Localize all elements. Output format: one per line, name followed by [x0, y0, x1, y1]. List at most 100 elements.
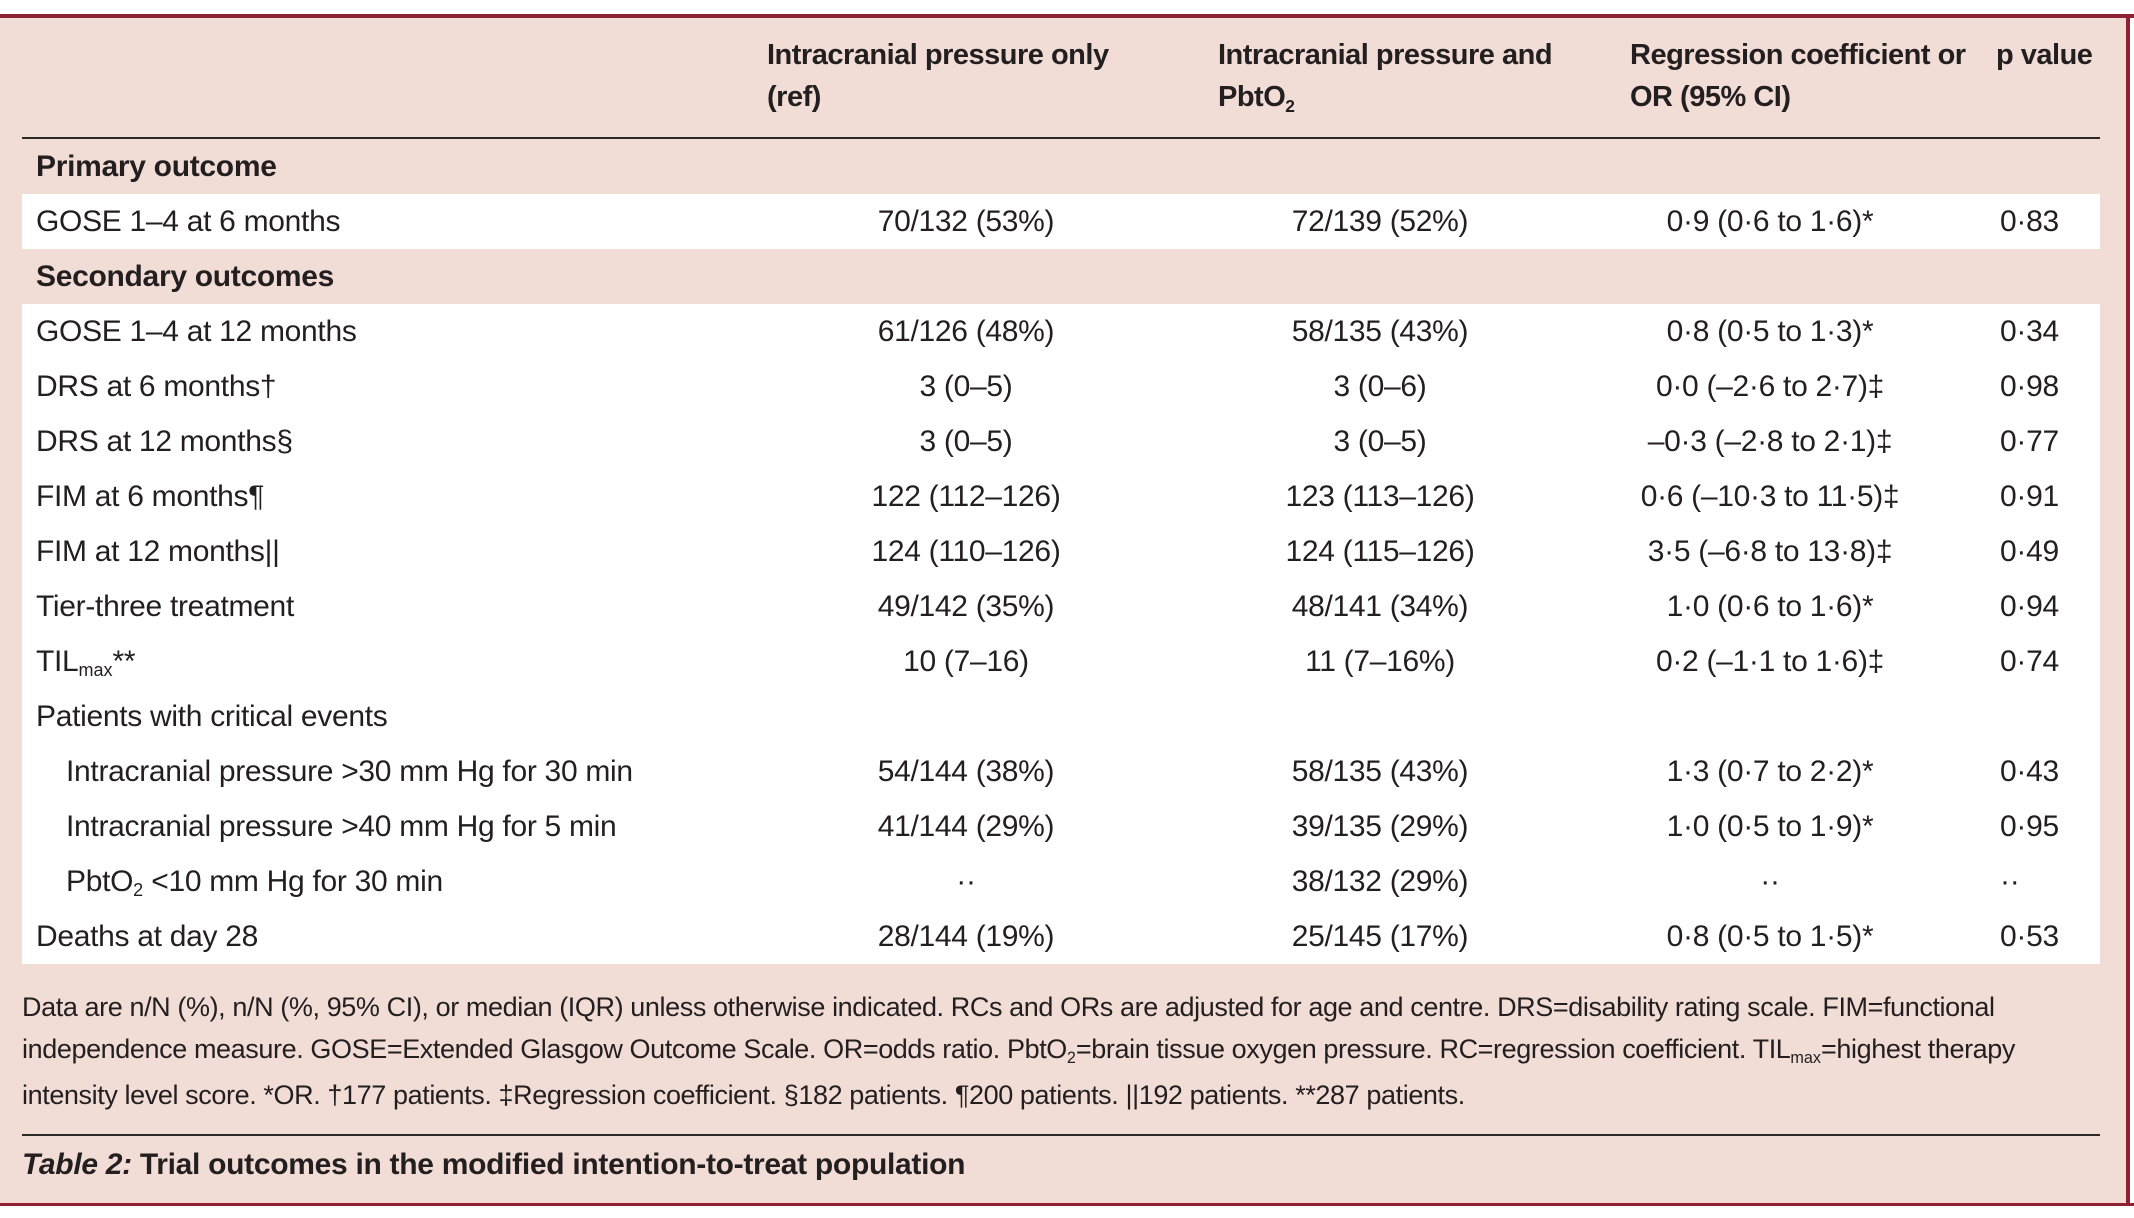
- footnote-line-2: independence measure. GOSE=Extended Glas…: [22, 1034, 2016, 1068]
- header-icp-pbto2-line2: PbtO2: [1218, 81, 1295, 116]
- cell-p-value: 0·91: [2000, 479, 2059, 513]
- cell-coefficient: 1·0 (0·5 to 1·9)*: [1666, 809, 1874, 843]
- subscript-max: max: [78, 660, 113, 681]
- table-row: DRS at 12 months§ 3 (0–5) 3 (0–5) –0·3 (…: [22, 414, 2100, 469]
- row-label: FIM at 12 months||: [36, 534, 280, 568]
- row-label: GOSE 1–4 at 12 months: [36, 314, 357, 348]
- header-coefficient-line1: Regression coefficient or: [1630, 39, 1966, 71]
- section-label: Primary outcome: [36, 149, 277, 183]
- cell-icp-pbto2: 11 (7–16%): [1305, 644, 1455, 678]
- cell-p-value: 0·53: [2000, 919, 2059, 953]
- cell-coefficient: 1·3 (0·7 to 2·2)*: [1666, 754, 1874, 788]
- cell-p-value: 0·94: [2000, 589, 2059, 623]
- cell-p-value: 0·98: [2000, 369, 2059, 403]
- cell-icp-pbto2: 38/132 (29%): [1291, 864, 1469, 898]
- subheader-label: Patients with critical events: [36, 699, 388, 733]
- cell-icp-pbto2: 123 (113–126): [1285, 479, 1475, 513]
- cell-icp-only: 3 (0–5): [919, 424, 1013, 458]
- header-divider-rule: [22, 137, 2100, 139]
- cell-icp-only: 124 (110–126): [871, 534, 1061, 568]
- cell-coefficient: 0·0 (–2·6 to 2·7)‡: [1655, 369, 1885, 403]
- table-row: FIM at 6 months¶ 122 (112–126) 123 (113–…: [22, 469, 2100, 524]
- table-row: PbtO2 <10 mm Hg for 30 min ·· 38/132 (29…: [22, 854, 2100, 909]
- cell-p-value: 0·43: [2000, 754, 2059, 788]
- table-caption: Table 2: Trial outcomes in the modified …: [22, 1148, 2100, 1182]
- header-icp-only-line2: (ref): [767, 81, 821, 113]
- row-label: DRS at 12 months§: [36, 424, 293, 458]
- cell-icp-only: ··: [956, 864, 976, 898]
- subscript-2: 2: [1066, 1049, 1076, 1068]
- table-row: GOSE 1–4 at 12 months 61/126 (48%) 58/13…: [22, 304, 2100, 359]
- row-label: TILmax**: [36, 644, 136, 681]
- cell-icp-only: 28/144 (19%): [877, 919, 1055, 953]
- row-label: DRS at 6 months†: [36, 369, 277, 403]
- cell-icp-pbto2: 72/139 (52%): [1291, 204, 1469, 238]
- row-label: GOSE 1–4 at 6 months: [36, 204, 341, 238]
- row-label: Tier-three treatment: [36, 589, 294, 623]
- cell-icp-only: 41/144 (29%): [877, 809, 1055, 843]
- cell-coefficient: 3·5 (–6·8 to 13·8)‡: [1647, 534, 1893, 568]
- cell-icp-pbto2: 58/135 (43%): [1291, 754, 1469, 788]
- row-label: Intracranial pressure >30 mm Hg for 30 m…: [66, 754, 633, 788]
- row-label: FIM at 6 months¶: [36, 479, 265, 513]
- cell-icp-only: 54/144 (38%): [877, 754, 1055, 788]
- caption-title: Trial outcomes in the modified intention…: [131, 1148, 966, 1181]
- footnote-line-1: Data are n/N (%), n/N (%, 95% CI), or me…: [22, 992, 1995, 1022]
- header-icp-only: Intracranial pressure only (ref): [762, 34, 1170, 121]
- cell-p-value: ··: [2000, 864, 2020, 898]
- table-row: TILmax** 10 (7–16) 11 (7–16%) 0·2 (–1·1 …: [22, 634, 2100, 689]
- cell-icp-pbto2: 39/135 (29%): [1291, 809, 1469, 843]
- cell-p-value: 0·77: [2000, 424, 2059, 458]
- cell-coefficient: 0·2 (–1·1 to 1·6)‡: [1655, 644, 1885, 678]
- table-row: GOSE 1–4 at 6 months 70/132 (53%) 72/139…: [22, 194, 2100, 249]
- cell-p-value: 0·95: [2000, 809, 2059, 843]
- cell-p-value: 0·34: [2000, 314, 2059, 348]
- cell-icp-pbto2: 25/145 (17%): [1291, 919, 1469, 953]
- table-panel: Intracranial pressure only (ref) Intracr…: [0, 18, 2130, 1203]
- cell-coefficient: ··: [1760, 864, 1780, 898]
- header-coefficient-line2: OR (95% CI): [1630, 81, 1791, 113]
- cell-icp-only: 70/132 (53%): [877, 204, 1055, 238]
- header-p-value: p value: [1996, 39, 2093, 71]
- table-row: Intracranial pressure >40 mm Hg for 5 mi…: [22, 799, 2100, 854]
- section-row-primary-outcome: Primary outcome: [22, 139, 2100, 194]
- cell-icp-pbto2: 58/135 (43%): [1291, 314, 1469, 348]
- subscript-2: 2: [133, 880, 144, 901]
- cell-coefficient: 0·6 (–10·3 to 11·5)‡: [1640, 479, 1900, 513]
- table-row: Intracranial pressure >30 mm Hg for 30 m…: [22, 744, 2100, 799]
- cell-p-value: 0·83: [2000, 204, 2059, 238]
- cell-icp-pbto2: 124 (115–126): [1285, 534, 1475, 568]
- cell-coefficient: 0·8 (0·5 to 1·5)*: [1666, 919, 1874, 953]
- footnote-line-3: intensity level score. *OR. †177 patient…: [22, 1080, 1465, 1110]
- caption-number: Table 2:: [22, 1148, 132, 1181]
- cell-icp-only: 10 (7–16): [903, 644, 1029, 678]
- top-red-rule: [0, 14, 2134, 18]
- row-label: PbtO2 <10 mm Hg for 30 min: [66, 864, 443, 901]
- section-row-secondary-outcomes: Secondary outcomes: [22, 249, 2100, 304]
- header-icp-only-line1: Intracranial pressure only: [767, 39, 1109, 71]
- table-header-row: Intracranial pressure only (ref) Intracr…: [22, 34, 2100, 137]
- subscript-max: max: [1790, 1049, 1822, 1068]
- header-empty-cell: [22, 34, 762, 121]
- table-row: Tier-three treatment 49/142 (35%) 48/141…: [22, 579, 2100, 634]
- cell-coefficient: 1·0 (0·6 to 1·6)*: [1666, 589, 1874, 623]
- table-row: Deaths at day 28 28/144 (19%) 25/145 (17…: [22, 909, 2100, 964]
- cell-p-value: 0·74: [2000, 644, 2059, 678]
- header-icp-pbto2: Intracranial pressure and PbtO2: [1170, 34, 1590, 121]
- cell-icp-only: 3 (0–5): [919, 369, 1013, 403]
- cell-icp-only: 122 (112–126): [871, 479, 1061, 513]
- table-row: DRS at 6 months† 3 (0–5) 3 (0–6) 0·0 (–2…: [22, 359, 2100, 414]
- subscript-2: 2: [1285, 95, 1295, 116]
- cell-icp-only: 61/126 (48%): [877, 314, 1055, 348]
- subheader-row-critical-events: Patients with critical events: [22, 689, 2100, 744]
- header-icp-pbto2-line1: Intracranial pressure and: [1218, 39, 1553, 71]
- row-label: Intracranial pressure >40 mm Hg for 5 mi…: [66, 809, 617, 843]
- cell-icp-only: 49/142 (35%): [877, 589, 1055, 623]
- section-label: Secondary outcomes: [36, 259, 335, 293]
- cell-p-value: 0·49: [2000, 534, 2059, 568]
- cell-icp-pbto2: 3 (0–5): [1333, 424, 1427, 458]
- cell-coefficient: 0·9 (0·6 to 1·6)*: [1666, 204, 1874, 238]
- cell-coefficient: –0·3 (–2·8 to 2·1)‡: [1647, 424, 1893, 458]
- cell-icp-pbto2: 48/141 (34%): [1291, 589, 1469, 623]
